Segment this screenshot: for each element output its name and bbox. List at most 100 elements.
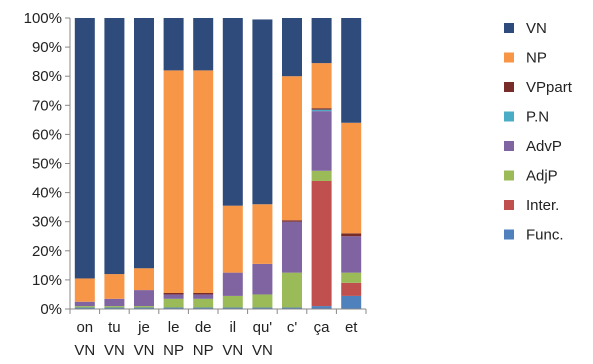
x-tick-label: tu: [108, 319, 121, 336]
y-tick-label: 50%: [32, 156, 62, 173]
y-tick-label: 0%: [40, 301, 62, 318]
bar-segment-vn-5: [222, 18, 243, 206]
bar-segment-adjp-4: [193, 298, 214, 308]
y-tick-label: 80%: [32, 68, 62, 85]
legend-swatch-inter: [504, 200, 514, 210]
legend: VN NP VPpart P.N AdvP AdjP Inter. Func.: [504, 20, 573, 244]
x-tick-label: de: [195, 319, 212, 336]
y-tick-label: 10%: [32, 272, 62, 289]
y-tick-label: 30%: [32, 214, 62, 231]
bar-segment-func-5: [222, 307, 243, 309]
x-tick-label: il: [229, 319, 236, 336]
bar-segment-adjp-9: [341, 272, 362, 283]
bar-segment-vn-7: [282, 18, 302, 77]
bar-segment-func-4: [193, 307, 214, 309]
x-tick-label: ça: [314, 319, 331, 336]
legend-label: VN: [526, 20, 547, 37]
x-tick-label: VN: [134, 342, 155, 359]
bar-segment-np-0: [74, 278, 95, 302]
bar-segment-vn-4: [193, 18, 214, 71]
bar-segment-vn-9: [341, 18, 362, 123]
bar-segment-np-7: [282, 76, 302, 221]
x-tick-label: et: [345, 319, 358, 336]
legend-swatch-func: [504, 229, 514, 240]
legend-swatch-vppart: [504, 82, 514, 92]
legend-label: VPpart: [526, 79, 573, 96]
x-tick-label: VN: [104, 342, 125, 359]
bar-segment-np-4: [193, 70, 214, 293]
bar-segment-pn-8: [311, 109, 332, 112]
axes-group: 0% 10% 20% 30% 40% 50% 60% 70% 80% 90% 100% on VN tu V…: [24, 10, 367, 359]
bar-segment-advp-9: [341, 236, 362, 273]
legend-swatch-adjp: [504, 170, 514, 181]
bar-segment-np-3: [163, 70, 184, 293]
legend-label: Inter.: [526, 197, 559, 214]
y-tick-label: 100%: [24, 10, 62, 27]
bar-segment-func-9: [341, 295, 362, 309]
bar-segment-func-8: [311, 306, 332, 309]
bars-group: [74, 18, 362, 309]
bar-segment-vn-2: [134, 18, 154, 269]
bar-segment-vn-1: [104, 18, 125, 275]
legend-label: NP: [526, 50, 547, 67]
y-tick-label: 70%: [32, 97, 62, 114]
bar-segment-advp-1: [104, 298, 125, 307]
bar-segment-advp-5: [222, 272, 243, 296]
x-tick-label: VN: [222, 342, 243, 359]
bar-segment-advp-0: [74, 301, 95, 307]
bar-segment-inter-9: [341, 282, 362, 296]
x-tick-label: VN: [74, 342, 95, 359]
bar-segment-func-3: [163, 307, 184, 309]
bar-segment-adjp-3: [163, 298, 184, 308]
bar-segment-advp-7: [282, 221, 302, 273]
legend-label: P.N: [526, 109, 549, 126]
bar-segment-func-6: [252, 307, 273, 309]
bar-segment-np-8: [311, 63, 332, 109]
bar-segment-adjp-8: [311, 170, 332, 181]
bar-segment-vn-8: [311, 18, 332, 64]
bar-segment-np-2: [134, 268, 154, 291]
bar-segment-np-1: [104, 274, 125, 299]
legend-swatch-vn: [504, 23, 514, 33]
bar-segment-adjp-6: [252, 294, 273, 308]
bar-segment-vppart-3: [163, 293, 184, 295]
bar-segment-adjp-7: [282, 272, 302, 308]
bar-segment-advp-8: [311, 111, 332, 171]
bar-segment-vppart-7: [282, 220, 302, 222]
y-tick-label: 90%: [32, 39, 62, 56]
x-tick-label: je: [137, 319, 150, 336]
y-tick-label: 40%: [32, 185, 62, 202]
legend-swatch-advp: [504, 141, 514, 151]
bar-segment-vppart-8: [311, 108, 332, 110]
bar-segment-func-2: [134, 307, 154, 309]
x-tick-label: NP: [193, 342, 214, 359]
bar-segment-adjp-1: [104, 306, 125, 308]
bar-segment-advp-6: [252, 263, 273, 295]
bar-segment-adjp-2: [134, 306, 154, 308]
x-tick-label: NP: [163, 342, 184, 359]
x-tick-label: le: [168, 319, 180, 336]
x-tick-label: VN: [252, 342, 273, 359]
legend-label: Func.: [526, 227, 564, 244]
y-tick-label: 20%: [32, 243, 62, 260]
x-tick-label: on: [76, 319, 93, 336]
y-tick-label: 60%: [32, 126, 62, 143]
bar-segment-np-6: [252, 204, 273, 264]
bar-segment-adjp-5: [222, 295, 243, 308]
bar-segment-vppart-4: [193, 293, 214, 295]
bar-segment-adjp-0: [74, 306, 95, 308]
bar-segment-advp-4: [193, 294, 214, 299]
legend-label: AdvP: [526, 138, 562, 155]
bar-segment-np-9: [341, 122, 362, 234]
bar-segment-advp-2: [134, 290, 154, 307]
bar-segment-vn-6: [252, 19, 273, 205]
bar-segment-func-0: [74, 307, 95, 309]
bar-segment-func-1: [104, 307, 125, 309]
legend-label: AdjP: [526, 168, 558, 185]
bar-segment-vppart-9: [341, 233, 362, 237]
bar-segment-vn-3: [163, 18, 184, 71]
legend-swatch-pn: [504, 111, 514, 122]
bar-segment-advp-3: [163, 294, 184, 299]
bar-segment-np-5: [222, 205, 243, 273]
